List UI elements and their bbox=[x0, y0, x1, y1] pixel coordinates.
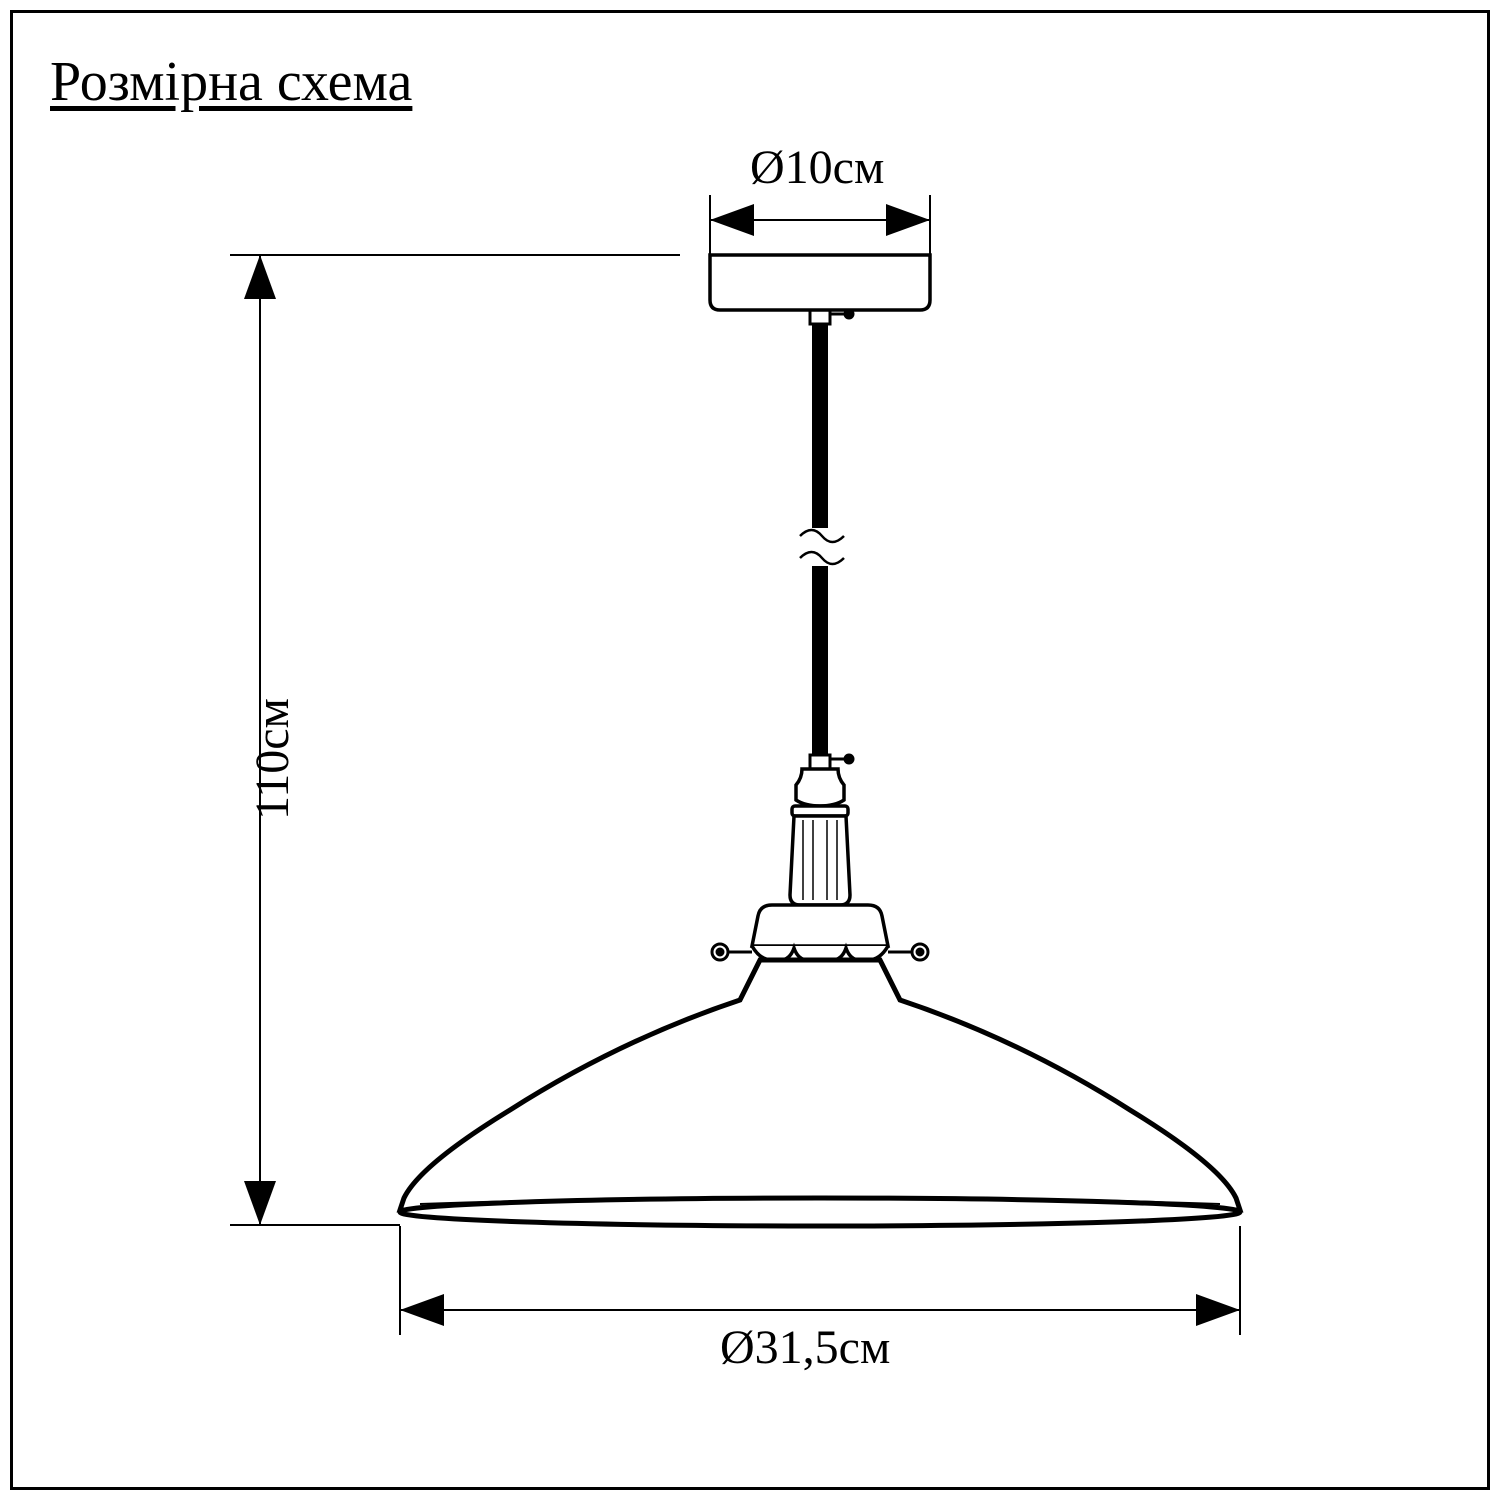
dim-label-canopy: Ø10см bbox=[750, 140, 884, 195]
dim-shade bbox=[400, 1226, 1240, 1335]
dimension-drawing bbox=[0, 0, 1500, 1500]
canopy bbox=[710, 255, 930, 310]
dim-canopy bbox=[710, 195, 930, 255]
cord-grip-top bbox=[810, 310, 853, 324]
shade bbox=[400, 960, 1240, 1226]
socket bbox=[790, 769, 850, 905]
cord-grip-bottom bbox=[810, 755, 853, 769]
shade-collar bbox=[752, 905, 888, 960]
cord bbox=[800, 324, 844, 755]
dim-label-shade: Ø31,5см bbox=[720, 1320, 890, 1375]
dim-label-height: 110см bbox=[245, 698, 300, 820]
